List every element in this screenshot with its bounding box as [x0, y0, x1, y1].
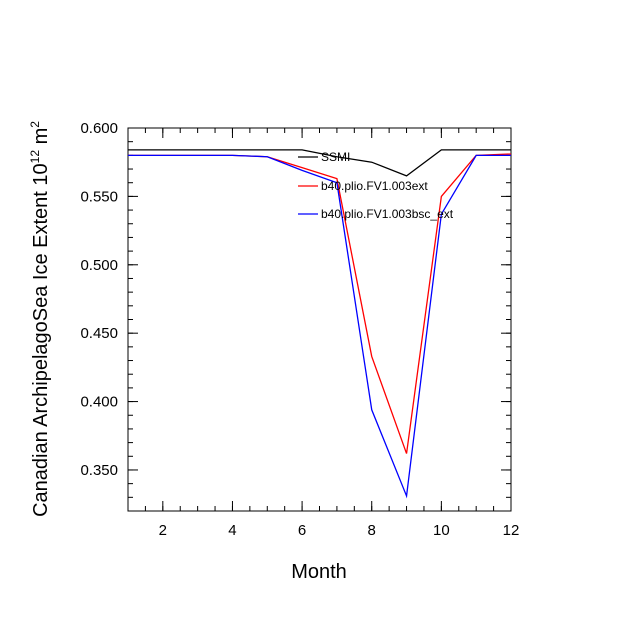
series-line-2: [128, 153, 512, 454]
y-axis-title-unit: m: [30, 128, 52, 150]
legend-label-2: b40.plio.FV1.003ext: [321, 179, 428, 193]
legend-label-1: SSMI: [321, 150, 350, 164]
y-tick-label: 0.450: [80, 325, 118, 342]
legend: SSMI b40.plio.FV1.003ext b40.plio.FV1.003b…: [298, 150, 454, 221]
x-axis-title: Month: [291, 561, 347, 583]
x-tick-label: 2: [159, 522, 167, 539]
major-ticks: [128, 127, 512, 511]
x-tick-label: 10: [433, 522, 450, 539]
x-tick-label: 6: [298, 522, 306, 539]
y-tick-label: 0.500: [80, 257, 118, 274]
plot-frame: [127, 127, 512, 512]
y-tick-labels: 0.350 0.400 0.450 0.500 0.550 0.600: [80, 120, 118, 479]
y-tick-label: 0.400: [80, 394, 118, 411]
x-tick-label: 12: [503, 522, 520, 539]
series-group: [128, 149, 512, 499]
series-line-3: [128, 154, 511, 499]
y-axis-title-main: Canadian ArchipelagoSea Ice Extent 10: [30, 163, 52, 517]
x-tick-label: 4: [228, 522, 236, 539]
minor-ticks: [127, 127, 512, 512]
x-tick-labels: 2 4 6 8 10 12: [159, 522, 520, 539]
legend-label-3: b40.plio.FV1.003bsc_ext: [321, 207, 454, 221]
x-tick-label: 8: [368, 522, 376, 539]
series-line-1: [128, 149, 511, 177]
y-axis-title: Canadian ArchipelagoSea Ice Extent 1012 …: [28, 121, 52, 517]
y-axis-title-unit-exponent: 2: [28, 121, 42, 128]
y-axis-title-exponent: 12: [28, 150, 42, 164]
y-tick-label: 0.350: [80, 462, 118, 479]
y-tick-label: 0.600: [80, 120, 118, 137]
y-tick-label: 0.550: [80, 188, 118, 205]
